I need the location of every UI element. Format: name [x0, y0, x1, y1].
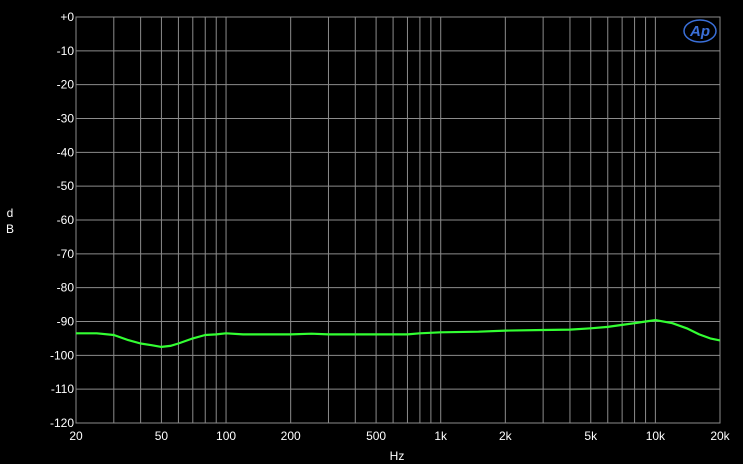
audio-precision-logo: Ap — [683, 19, 717, 43]
x-tick-labels: 20 50 100 200 500 1k 2k 5k 10k 20k — [69, 429, 730, 443]
y-tick-labels: +0 -10 -20 -30 -40 -50 -60 -70 -80 -90 -100 -110 -12… — [50, 10, 74, 430]
y-tick-label: -10 — [57, 44, 75, 58]
y-tick-label: -30 — [57, 112, 75, 126]
x-tick-label: 10k — [646, 429, 666, 443]
logo-text: Ap — [689, 23, 710, 40]
x-tick-label: 1k — [434, 429, 448, 443]
plot-frame — [75, 16, 721, 424]
x-tick-label: 50 — [155, 429, 169, 443]
series-line — [76, 319, 721, 348]
data-trace — [76, 319, 721, 348]
y-tick-label: -110 — [51, 382, 74, 396]
y-tick-label: -120 — [50, 416, 74, 430]
y-tick-label: -60 — [57, 213, 75, 227]
x-tick-label: 20k — [710, 429, 730, 443]
x-tick-label: 2k — [499, 429, 513, 443]
y-axis-label: d B — [6, 206, 14, 236]
x-tick-label: 20 — [69, 429, 83, 443]
y-tick-label: -50 — [57, 179, 75, 193]
x-tick-label: 100 — [216, 429, 236, 443]
grid-lines — [75, 16, 721, 424]
y-tick-label: -80 — [57, 281, 75, 295]
y-tick-label: +0 — [60, 10, 74, 24]
y-tick-label: -70 — [57, 247, 75, 261]
y-tick-label: -100 — [50, 348, 74, 362]
svg-text:B: B — [6, 222, 14, 236]
x-tick-label: 5k — [584, 429, 598, 443]
y-tick-label: -20 — [57, 78, 75, 92]
y-tick-label: -40 — [57, 145, 75, 159]
x-tick-label: 500 — [366, 429, 386, 443]
y-tick-label: -90 — [57, 315, 75, 329]
x-axis-label: Hz — [390, 449, 405, 463]
x-tick-label: 200 — [281, 429, 301, 443]
svg-text:d: d — [7, 206, 14, 220]
